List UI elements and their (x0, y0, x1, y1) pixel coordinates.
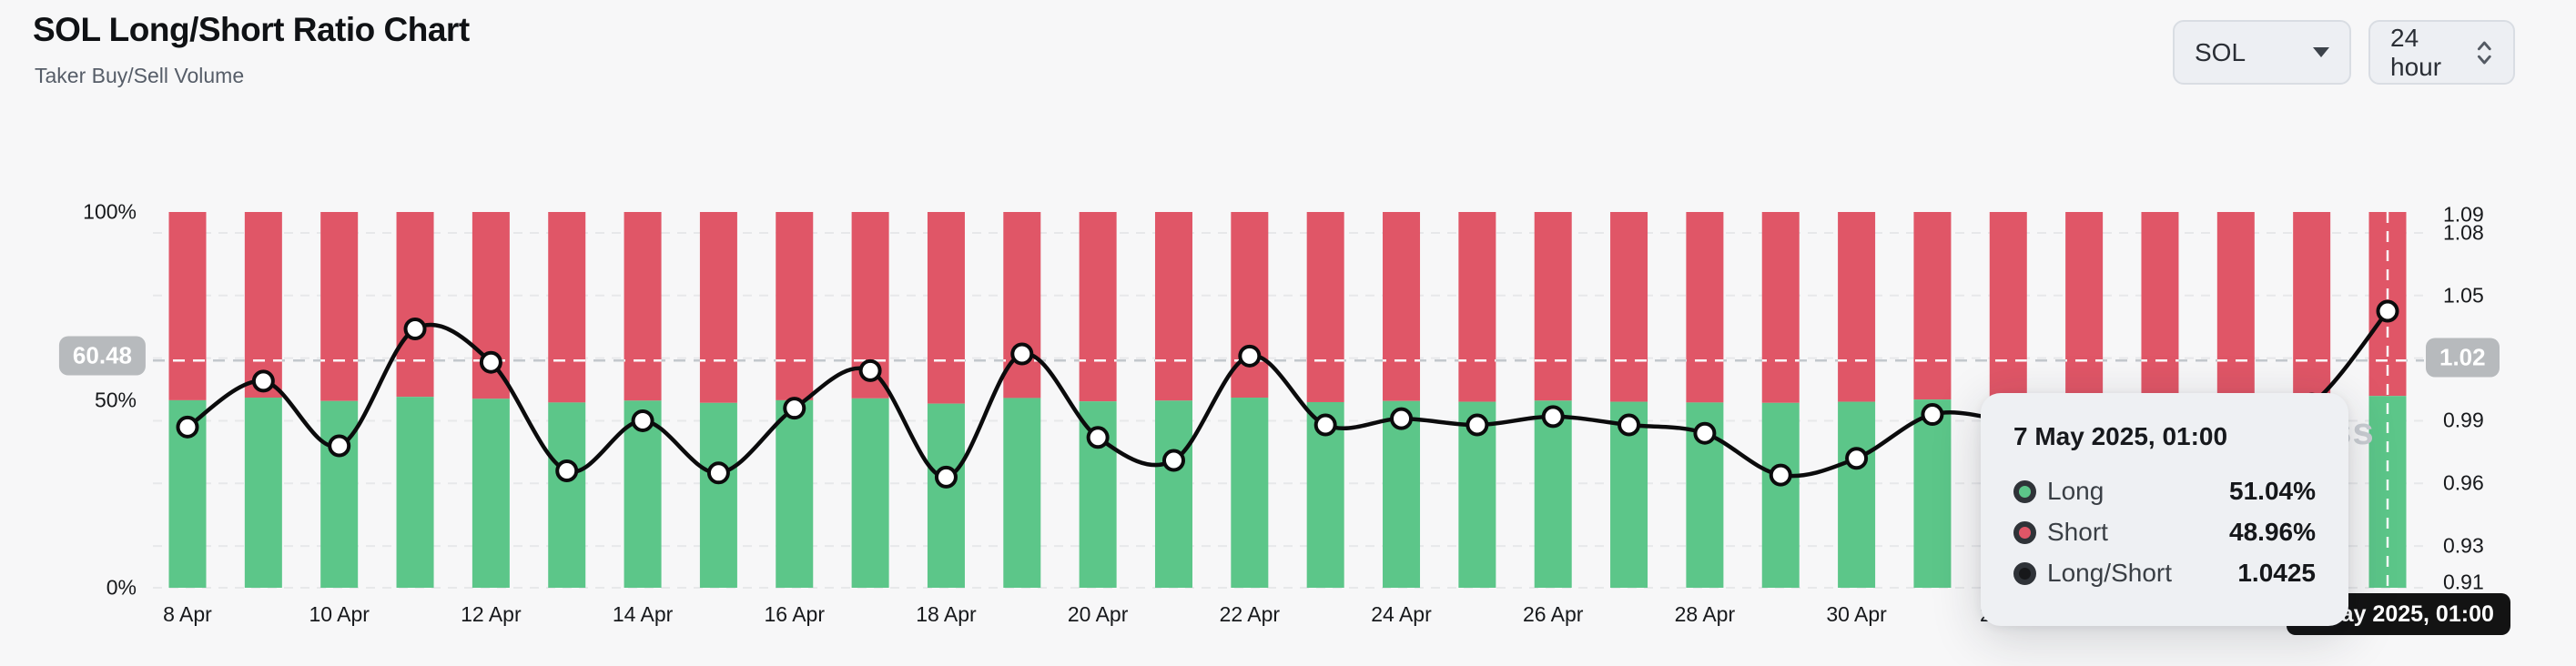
chart-tooltip: 7 May 2025, 01:00 Long 51.04% Short 48.9… (1981, 393, 2348, 626)
x-tick: 12 Apr (461, 602, 522, 626)
y-tick-right: 1.08 (2443, 220, 2484, 245)
tooltip-value: 1.0425 (2237, 559, 2316, 587)
x-tick: 22 Apr (1219, 602, 1281, 626)
y-tick-left: 50% (94, 388, 137, 411)
tooltip-label: Short (2047, 518, 2108, 546)
x-tick: 24 Apr (1371, 602, 1432, 626)
x-tick: 26 Apr (1522, 602, 1584, 626)
x-tick: 30 Apr (1826, 602, 1887, 626)
tooltip-value: 48.96% (2229, 518, 2316, 546)
caret-down-icon (2313, 47, 2329, 57)
tooltip-value: 51.04% (2229, 477, 2316, 505)
y-tick-right: 0.91 (2443, 570, 2484, 594)
tooltip-label: Long/Short (2047, 559, 2172, 587)
tooltip-title: 7 May 2025, 01:00 (2013, 422, 2228, 450)
page-title: SOL Long/Short Ratio Chart (33, 11, 470, 48)
symbol-select[interactable]: SOL (2173, 20, 2351, 85)
crosshair-left-badge: 60.48 (58, 336, 146, 376)
y-tick-left: 100% (83, 199, 137, 224)
long-dot-icon (2013, 479, 2036, 503)
tooltip-row-ratio: Long/Short 1.0425 (2013, 559, 2316, 588)
y-tick-left: 0% (106, 575, 137, 600)
interval-select-value: 24 hour (2390, 23, 2442, 81)
x-tick: 20 Apr (1067, 602, 1129, 626)
x-tick: 16 Apr (764, 602, 826, 626)
x-tick: 18 Apr (916, 602, 977, 626)
tooltip-label: Long (2047, 477, 2104, 505)
page-subtitle: Taker Buy/Sell Volume (35, 64, 245, 87)
x-tick: 28 Apr (1674, 602, 1736, 626)
symbol-select-value: SOL (2195, 37, 2246, 66)
y-tick-right: 0.96 (2443, 470, 2484, 495)
crosshair-right-badge: 1.02 (2426, 338, 2500, 378)
tooltip-row-short: Short 48.96% (2013, 518, 2316, 547)
up-down-chevrons-icon (2478, 41, 2492, 64)
interval-select[interactable]: 24 hour (2368, 20, 2515, 85)
tooltip-row-long: Long 51.04% (2013, 477, 2316, 506)
y-tick-right: 0.99 (2443, 408, 2484, 432)
y-tick-right: 0.93 (2443, 533, 2484, 558)
ratio-dot-icon (2013, 561, 2036, 585)
y-tick-right: 1.05 (2443, 283, 2484, 308)
x-tick: 8 Apr (163, 602, 212, 626)
x-tick: 10 Apr (309, 602, 370, 626)
y-tick-right: 1.09 (2443, 202, 2484, 227)
x-tick: 14 Apr (612, 602, 674, 626)
short-dot-icon (2013, 520, 2036, 544)
